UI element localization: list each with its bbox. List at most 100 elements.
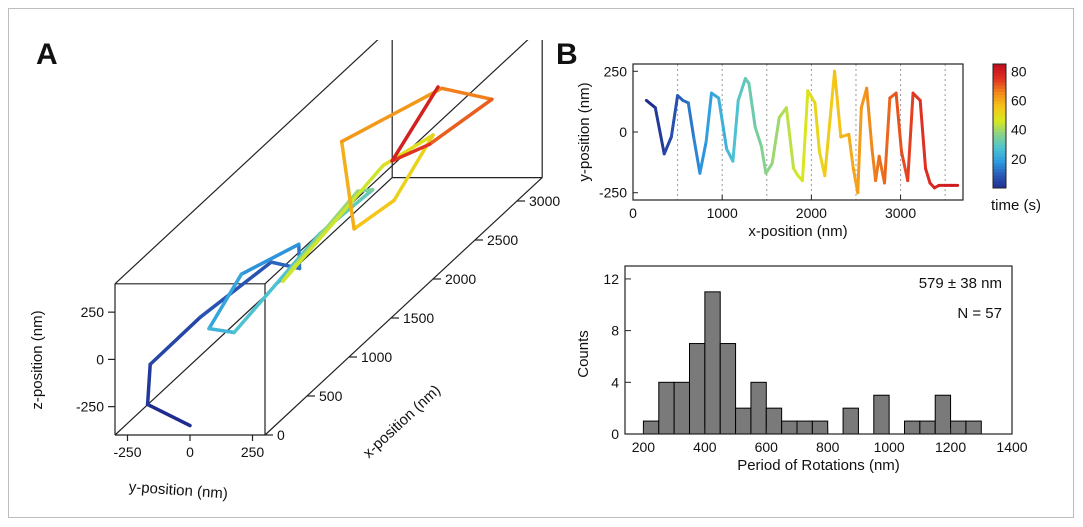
a-trajectory-segment	[352, 198, 396, 231]
a-trajectory-segment	[390, 85, 440, 163]
h-bar	[750, 381, 767, 435]
b-trajectory-segment	[662, 135, 673, 156]
b-colorbar-swatch	[993, 141, 1006, 146]
h-x-tick-label: 1400	[996, 439, 1027, 455]
a-trajectory	[145, 85, 494, 428]
b-colorbar-swatch	[993, 88, 1006, 93]
b-colorbar-swatch	[993, 181, 1006, 186]
h-x-tick-label: 200	[632, 439, 656, 455]
b-trajectory-segment	[747, 81, 757, 129]
b-x-tick-label: 3000	[885, 205, 916, 221]
b-trajectory-segment	[823, 69, 837, 178]
h-bars	[642, 291, 982, 435]
a-z-tick-label: -250	[76, 399, 104, 415]
b-colorbar-frame	[992, 63, 1007, 189]
h-y-tick-label: 8	[611, 323, 619, 339]
panel-b-label: B	[556, 38, 578, 71]
b-colorbar-swatch	[993, 175, 1006, 180]
h-bar	[735, 407, 752, 435]
b-colorbar-swatch	[993, 95, 1006, 99]
a-trajectory-segment	[145, 362, 152, 407]
b-x-tick-label: 1000	[707, 205, 738, 221]
a-trajectory-segment	[198, 260, 273, 319]
b-colorbar-tick-label: 40	[1011, 122, 1027, 138]
b-trajectory-segment	[692, 135, 702, 175]
b-trajectory-segment	[894, 91, 903, 153]
h-y-tick-label: 0	[611, 426, 619, 442]
a-trajectory-segment	[239, 242, 301, 276]
a-box-edge	[264, 177, 543, 436]
b-colorbar-swatch	[993, 79, 1006, 84]
b-x-axis-label: x-position (nm)	[748, 223, 847, 240]
b-colorbar-swatch	[993, 150, 1006, 155]
b-colorbar-swatch	[993, 132, 1006, 136]
b-trajectory-segment	[784, 106, 796, 170]
b-colorbar-tick-label: 20	[1011, 151, 1027, 167]
b-reference-lines	[677, 64, 946, 200]
b-trajectory-segment	[753, 125, 763, 149]
b-colorbar-swatch	[993, 157, 1006, 161]
b-colorbar-swatch	[993, 122, 1006, 127]
h-annotation-mean: 579 ± 38 nm	[919, 275, 1002, 292]
b-trajectory-segment	[759, 145, 768, 175]
b-colorbar-swatch	[993, 178, 1006, 183]
a-trajectory-segment	[145, 402, 192, 428]
h-x-axis-label: Period of Rotations (nm)	[737, 457, 900, 474]
h-bar	[658, 381, 675, 435]
b-colorbar-swatch	[993, 64, 1006, 68]
b-trajectory-segment	[669, 94, 680, 139]
b-trajectory-segment	[764, 162, 774, 175]
h-bar	[811, 420, 829, 435]
b-colorbar-swatch	[993, 147, 1006, 152]
a-x-tick-label: 0	[277, 427, 285, 443]
b-trajectory-segment	[856, 106, 863, 195]
b-colorbar-swatch	[993, 107, 1006, 111]
b-trajectory-segment	[847, 132, 855, 170]
period-histogram: 200 400 600 800 1000 1200 1400 0 4 8 12 579 ± 38 n…	[575, 265, 1028, 474]
b-trajectory-segment	[731, 98, 740, 163]
a-y-tick-label: 0	[186, 444, 194, 460]
h-plot-frame	[624, 265, 1013, 435]
b-trajectory-segment	[924, 166, 932, 185]
b-colorbar-swatch	[993, 113, 1006, 118]
b-trajectory-segment	[644, 98, 657, 110]
b-trajectory-segment	[918, 98, 928, 170]
b-colorbar-swatch	[993, 129, 1006, 133]
b-colorbar-swatch	[993, 85, 1006, 90]
h-bar	[965, 420, 982, 435]
b-trajectory-segment	[911, 91, 922, 102]
b-colorbar-swatch	[993, 144, 1006, 149]
h-bar	[673, 381, 691, 435]
b-y-axis-label: y-position (nm)	[576, 82, 593, 181]
b-colorbar-tick-label: 80	[1011, 63, 1027, 79]
a-trajectory-segment	[339, 86, 444, 144]
figure-frame	[8, 8, 1074, 518]
b-x-tick-label: 2000	[796, 205, 827, 221]
a-trajectory-segment	[281, 163, 385, 283]
b-colorbar-swatch	[993, 135, 1006, 139]
a-x-tick-label: 3000	[529, 193, 560, 209]
h-bar	[904, 420, 921, 435]
b-y-tick-label: 0	[619, 124, 627, 140]
b-trajectory-segment	[833, 69, 843, 139]
b-trajectory-segment	[806, 89, 817, 105]
b-trajectory-segment	[704, 91, 713, 144]
h-y-tick-label: 4	[611, 374, 619, 390]
a-box-edge	[114, 177, 393, 436]
b-colorbar-swatch	[993, 172, 1006, 177]
a-y-axis-label: y-position (nm)	[128, 479, 228, 503]
h-bar	[704, 291, 721, 435]
b-colorbar-swatch	[993, 110, 1006, 115]
b-trajectory	[644, 69, 960, 195]
a-trajectory-segment	[207, 272, 244, 331]
a-y-tick-label: -250	[113, 444, 141, 460]
h-x-tick-label: 1000	[874, 439, 905, 455]
b-trajectory-segment	[813, 101, 821, 153]
a-trajectory-segment	[148, 315, 203, 367]
b-y-tick-label: 250	[604, 63, 628, 79]
h-y-tick-label: 12	[603, 271, 619, 287]
a-z-tick-label: 250	[81, 304, 105, 320]
b-trajectory-segment	[883, 96, 892, 185]
b-trajectory-segment	[736, 77, 747, 102]
